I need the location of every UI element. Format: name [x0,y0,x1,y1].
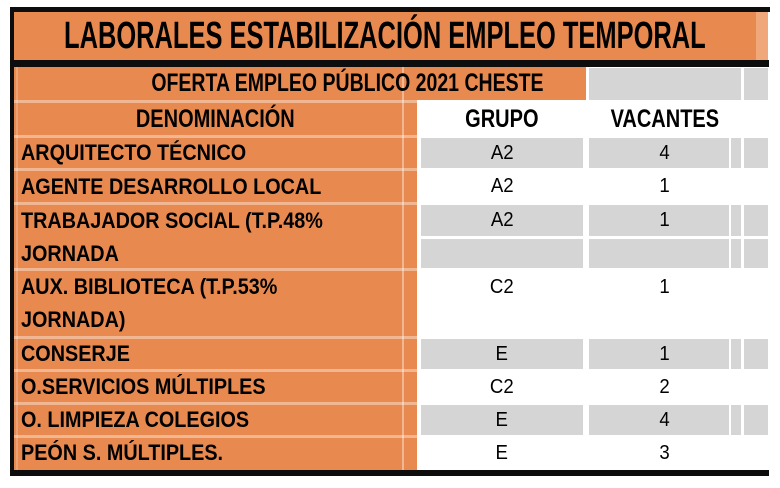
gridline [729,138,731,468]
row-bg [744,239,768,268]
table-row-vacantes: 1 [589,205,741,236]
vacantes-value: 3 [659,441,671,464]
row-label-line2: JORNADA) [21,307,126,332]
border-top [10,7,770,12]
table-row-denominacion: TRABAJADOR SOCIAL (T.P.48% [14,205,417,236]
table-row-denominacion: ARQUITECTO TÉCNICO [14,138,417,168]
gridline [14,435,417,438]
row-label: O. LIMPIEZA COLEGIOS [21,407,250,432]
vacantes-value: 1 [659,275,671,298]
table-row-vacantes: 1 [589,272,741,302]
gridline [14,202,417,205]
table-row-grupo: E [421,438,583,468]
table-row-denominacion: AUX. BIBLIOTECA (T.P.53% [14,272,417,302]
header-vacantes: VACANTES [589,103,741,135]
row-label: O.SERVICIOS MÚLTIPLES [21,374,266,399]
table-row-grupo: C2 [421,272,583,302]
table-row-denominacion: CONSERJE [14,339,417,369]
row-bg [744,205,768,236]
row-bg [421,239,583,268]
row-label: PEÓN S. MÚLTIPLES. [21,440,224,465]
title-right-sliver [756,12,768,60]
gridline [16,67,18,470]
denominacion-column-bg [14,67,417,470]
vacantes-value: 1 [659,175,671,197]
row-bg [589,205,741,236]
row-bg [589,239,741,268]
header-vacantes-label: VACANTES [610,104,720,133]
vacantes-value: 1 [659,342,671,365]
row-label: AGENTE DESARROLLO LOCAL [21,173,322,199]
row-bg [589,405,741,435]
table-row-grupo: C2 [421,372,583,402]
table-row-vacantes: 4 [589,138,741,168]
table-row-grupo: E [421,339,583,369]
table-row-denominacion: O. LIMPIEZA COLEGIOS [14,405,417,435]
row-label: CONSERJE [21,341,130,366]
gridline [14,402,417,405]
row-bg [744,138,768,168]
gridline [402,67,404,470]
page-title: LABORALES ESTABILIZACIÓN EMPLEO TEMPORAL [64,14,706,57]
vacantes-value: 2 [659,375,671,398]
title-cell: LABORALES ESTABILIZACIÓN EMPLEO TEMPORAL [14,12,756,60]
table-row-vacantes: 4 [589,405,741,435]
row-bg [421,205,583,236]
table-row-grupo: A2 [421,171,583,202]
row-bg [421,339,583,369]
grupo-value: E [495,441,509,464]
row-bg [589,138,741,168]
subtitle-text: OFERTA EMPLEO PÚBLICO 2021 CHESTE [150,69,544,97]
table-row-grupo: A2 [421,138,583,168]
gridline [14,135,417,138]
border-left [10,7,14,476]
border-bottom [10,470,769,476]
vacantes-value: 1 [659,209,671,231]
grupo-value: A2 [490,141,514,164]
table-row-denominacion: JORNADA) [14,305,417,335]
vacantes-value: 4 [659,408,671,431]
header-denominacion-label: DENOMINACIÓN [136,104,295,133]
gridline [14,369,417,372]
table-row-grupo: E [421,405,583,435]
table-row-vacantes: 1 [589,171,741,202]
table-row-denominacion: AGENTE DESARROLLO LOCAL [14,171,417,202]
gridline [14,168,417,171]
header-denominacion: DENOMINACIÓN [14,103,417,135]
table-row-grupo: A2 [421,205,583,236]
gridline [14,336,417,339]
title-divider [10,60,769,67]
grupo-value: E [495,408,509,431]
table-row-denominacion: O.SERVICIOS MÚLTIPLES [14,372,417,402]
table-row-denominacion: PEÓN S. MÚLTIPLES. [14,438,417,468]
row-bg [744,339,768,369]
row-bg [589,339,741,369]
grupo-value: E [495,342,509,365]
vacantes-value: 4 [659,141,671,164]
row-label-line1: AUX. BIBLIOTECA (T.P.53% [21,274,278,299]
table-row-vacantes: 1 [589,339,741,369]
table-row-denominacion: JORNADA [14,239,417,268]
gridline [14,268,417,271]
row-label: ARQUITECTO TÉCNICO [21,140,247,165]
row-bg [421,138,583,168]
subtitle-cell: OFERTA EMPLEO PÚBLICO 2021 CHESTE [14,67,586,100]
table-row-vacantes: 3 [589,438,741,468]
row-label-line1: TRABAJADOR SOCIAL (T.P.48% [21,207,323,233]
grupo-value: C2 [490,275,514,298]
grupo-value: C2 [490,375,514,398]
gridline [14,100,417,103]
grupo-value: A2 [490,175,514,197]
grupo-value: A2 [490,209,514,231]
empty-cell [589,68,741,100]
row-label-line2: JORNADA [21,240,119,266]
header-grupo: GRUPO [421,103,583,135]
row-bg [744,405,768,435]
table-row-vacantes: 2 [589,372,741,402]
empty-cell [744,68,768,100]
row-bg [421,405,583,435]
header-grupo-label: GRUPO [465,104,539,133]
subtitle-cell-extension [417,67,586,100]
